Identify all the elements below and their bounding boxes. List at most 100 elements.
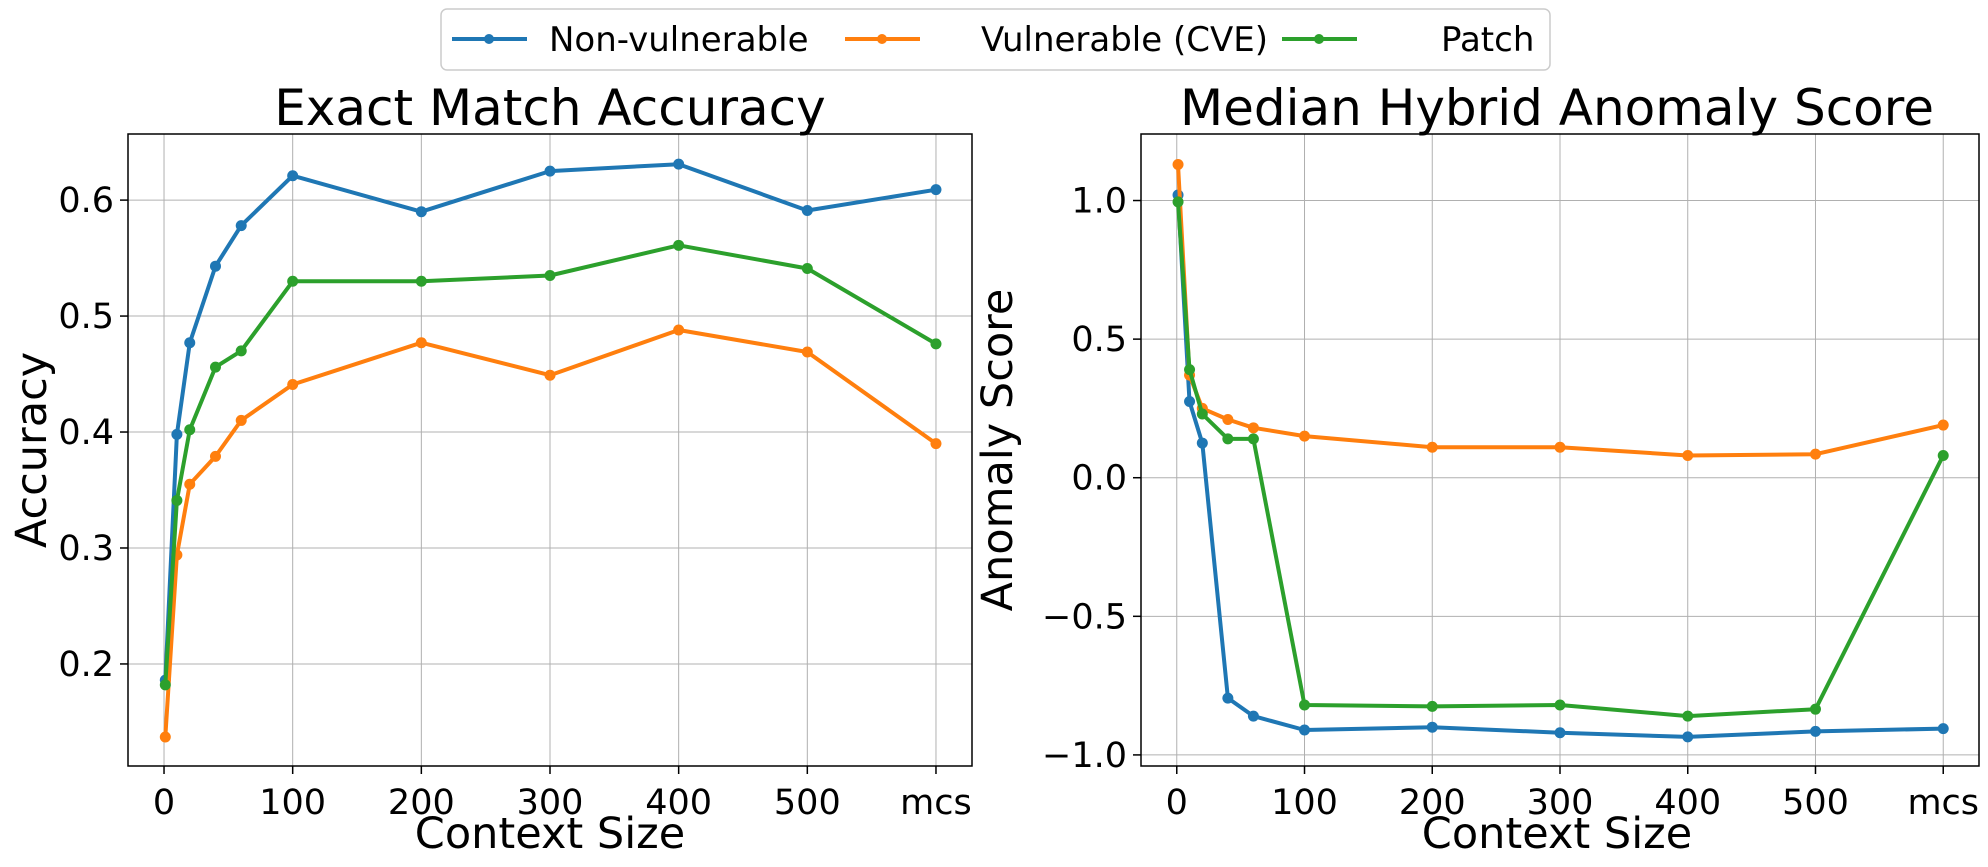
accuracy-point-0-9 — [801, 205, 813, 217]
anomaly-x-tick-label: 300 — [1527, 783, 1594, 823]
anomaly-point-1-3 — [1222, 414, 1234, 426]
anomaly-point-2-7 — [1554, 699, 1566, 711]
accuracy-point-0-7 — [544, 165, 556, 177]
anomaly-y-tick-label: 0.5 — [1071, 320, 1127, 360]
accuracy-point-1-2 — [184, 478, 196, 490]
accuracy-point-1-9 — [801, 346, 813, 358]
accuracy-y-tick-label: 0.3 — [58, 529, 114, 569]
anomaly-point-0-6 — [1426, 721, 1438, 733]
accuracy-chart-title: Exact Match Accuracy — [274, 79, 826, 137]
anomaly-point-2-4 — [1247, 433, 1259, 445]
accuracy-series — [159, 158, 942, 743]
accuracy-point-0-8 — [673, 158, 685, 170]
accuracy-point-1-7 — [544, 369, 556, 381]
anomaly-point-1-5 — [1299, 430, 1311, 442]
legend-label-0: Non-vulnerable — [549, 20, 808, 60]
anomaly-series — [1172, 158, 1949, 743]
accuracy-ticks: 0 100 200 300 400 500 mcs 0.2 0.3 0.4 0.5 0.6 — [58, 181, 971, 823]
anomaly-point-1-7 — [1554, 441, 1566, 453]
accuracy-x-tick-label: 400 — [645, 783, 712, 823]
anomaly-point-1-6 — [1426, 441, 1438, 453]
anomaly-point-0-10 — [1937, 723, 1949, 735]
accuracy-chart: 0 100 200 300 400 500 mcs 0.2 0.3 0.4 0.5 0.6 Exact… — [7, 79, 973, 859]
accuracy-point-2-10 — [930, 338, 942, 350]
anomaly-point-2-6 — [1426, 700, 1438, 712]
accuracy-x-tick-label: 500 — [774, 783, 841, 823]
anomaly-series-line-1 — [1176, 164, 1944, 458]
accuracy-y-tick-label: 0.5 — [58, 297, 114, 337]
accuracy-series-line-2 — [163, 243, 938, 685]
accuracy-point-2-8 — [673, 239, 685, 251]
accuracy-point-0-6 — [415, 206, 427, 218]
anomaly-point-0-7 — [1554, 727, 1566, 739]
anomaly-x-tick-label: mcs — [1907, 783, 1979, 823]
accuracy-point-2-9 — [801, 263, 813, 275]
accuracy-point-1-4 — [235, 414, 247, 426]
accuracy-point-1-5 — [287, 378, 299, 390]
anomaly-point-1-4 — [1247, 422, 1259, 434]
anomaly-series-line-0 — [1176, 194, 1944, 739]
accuracy-point-2-3 — [209, 361, 221, 373]
accuracy-point-2-7 — [544, 269, 556, 281]
anomaly-point-2-9 — [1809, 703, 1821, 715]
accuracy-y-tick-label: 0.2 — [58, 645, 114, 685]
anomaly-point-0-9 — [1809, 725, 1821, 737]
legend-entry-0: Non-vulnerable — [452, 20, 808, 60]
accuracy-point-2-5 — [287, 275, 299, 287]
anomaly-point-0-4 — [1247, 710, 1259, 722]
anomaly-point-1-9 — [1809, 448, 1821, 460]
anomaly-point-1-8 — [1682, 450, 1694, 462]
accuracy-series-line-1 — [163, 328, 938, 738]
anomaly-x-tick-label: 400 — [1654, 783, 1721, 823]
anomaly-x-tick-label: 200 — [1399, 783, 1466, 823]
anomaly-point-1-0 — [1172, 158, 1184, 170]
anomaly-y-tick-label: 0.0 — [1071, 459, 1127, 499]
anomaly-x-tick-label: 100 — [1271, 783, 1338, 823]
accuracy-x-axis-label: Context Size — [415, 809, 685, 859]
anomaly-point-2-5 — [1299, 699, 1311, 711]
accuracy-series-line-0 — [163, 162, 937, 681]
legend-label-1: Vulnerable (CVE) — [981, 20, 1268, 60]
accuracy-y-tick-label: 0.6 — [58, 181, 114, 221]
anomaly-y-tick-label: −1.0 — [1042, 736, 1127, 776]
accuracy-x-tick-label: 100 — [259, 783, 326, 823]
accuracy-point-1-8 — [673, 324, 685, 336]
accuracy-x-tick-label: 200 — [388, 783, 455, 823]
anomaly-x-axis-label: Context Size — [1422, 809, 1692, 859]
anomaly-point-0-8 — [1682, 731, 1694, 743]
accuracy-point-1-0 — [159, 731, 171, 743]
anomaly-score-chart: 0 100 200 300 400 500 mcs −1.0 −0.5 0.0 0.5 1.0 Med… — [973, 79, 1980, 859]
anomaly-point-0-5 — [1299, 724, 1311, 736]
legend: Non-vulnerable Vulnerable (CVE) Patch — [440, 8, 1551, 71]
anomaly-y-axis-label: Anomaly Score — [973, 289, 1023, 612]
anomaly-point-2-10 — [1937, 450, 1949, 462]
legend-entry-2: Patch — [1282, 20, 1534, 60]
accuracy-point-0-1 — [171, 428, 183, 440]
accuracy-grid — [128, 134, 972, 766]
accuracy-point-0-4 — [235, 220, 247, 232]
accuracy-x-tick-label: 0 — [153, 783, 175, 823]
accuracy-point-2-0 — [159, 679, 171, 691]
anomaly-x-tick-label: 0 — [1166, 783, 1188, 823]
anomaly-y-tick-label: 1.0 — [1071, 182, 1127, 222]
accuracy-point-1-10 — [930, 438, 942, 450]
legend-marker-2 — [1314, 34, 1324, 44]
anomaly-y-tick-label: −0.5 — [1042, 597, 1127, 637]
anomaly-series-line-2 — [1176, 201, 1945, 719]
legend-marker-0 — [484, 34, 494, 44]
accuracy-y-axis-label: Accuracy — [7, 352, 57, 548]
accuracy-point-1-3 — [209, 450, 221, 462]
accuracy-point-1-6 — [415, 337, 427, 349]
accuracy-point-0-3 — [209, 260, 221, 272]
anomaly-ticks: 0 100 200 300 400 500 mcs −1.0 −0.5 0.0 0.5 1.0 — [1042, 182, 1979, 823]
anomaly-point-2-1 — [1184, 364, 1196, 376]
anomaly-point-2-0 — [1172, 196, 1184, 208]
accuracy-x-tick-label: mcs — [900, 783, 972, 823]
anomaly-x-tick-label: 500 — [1782, 783, 1849, 823]
accuracy-point-0-2 — [184, 337, 196, 349]
accuracy-y-tick-label: 0.4 — [58, 413, 114, 453]
accuracy-x-tick-label: 300 — [517, 783, 584, 823]
accuracy-point-0-10 — [930, 184, 942, 196]
anomaly-point-2-2 — [1196, 408, 1208, 420]
